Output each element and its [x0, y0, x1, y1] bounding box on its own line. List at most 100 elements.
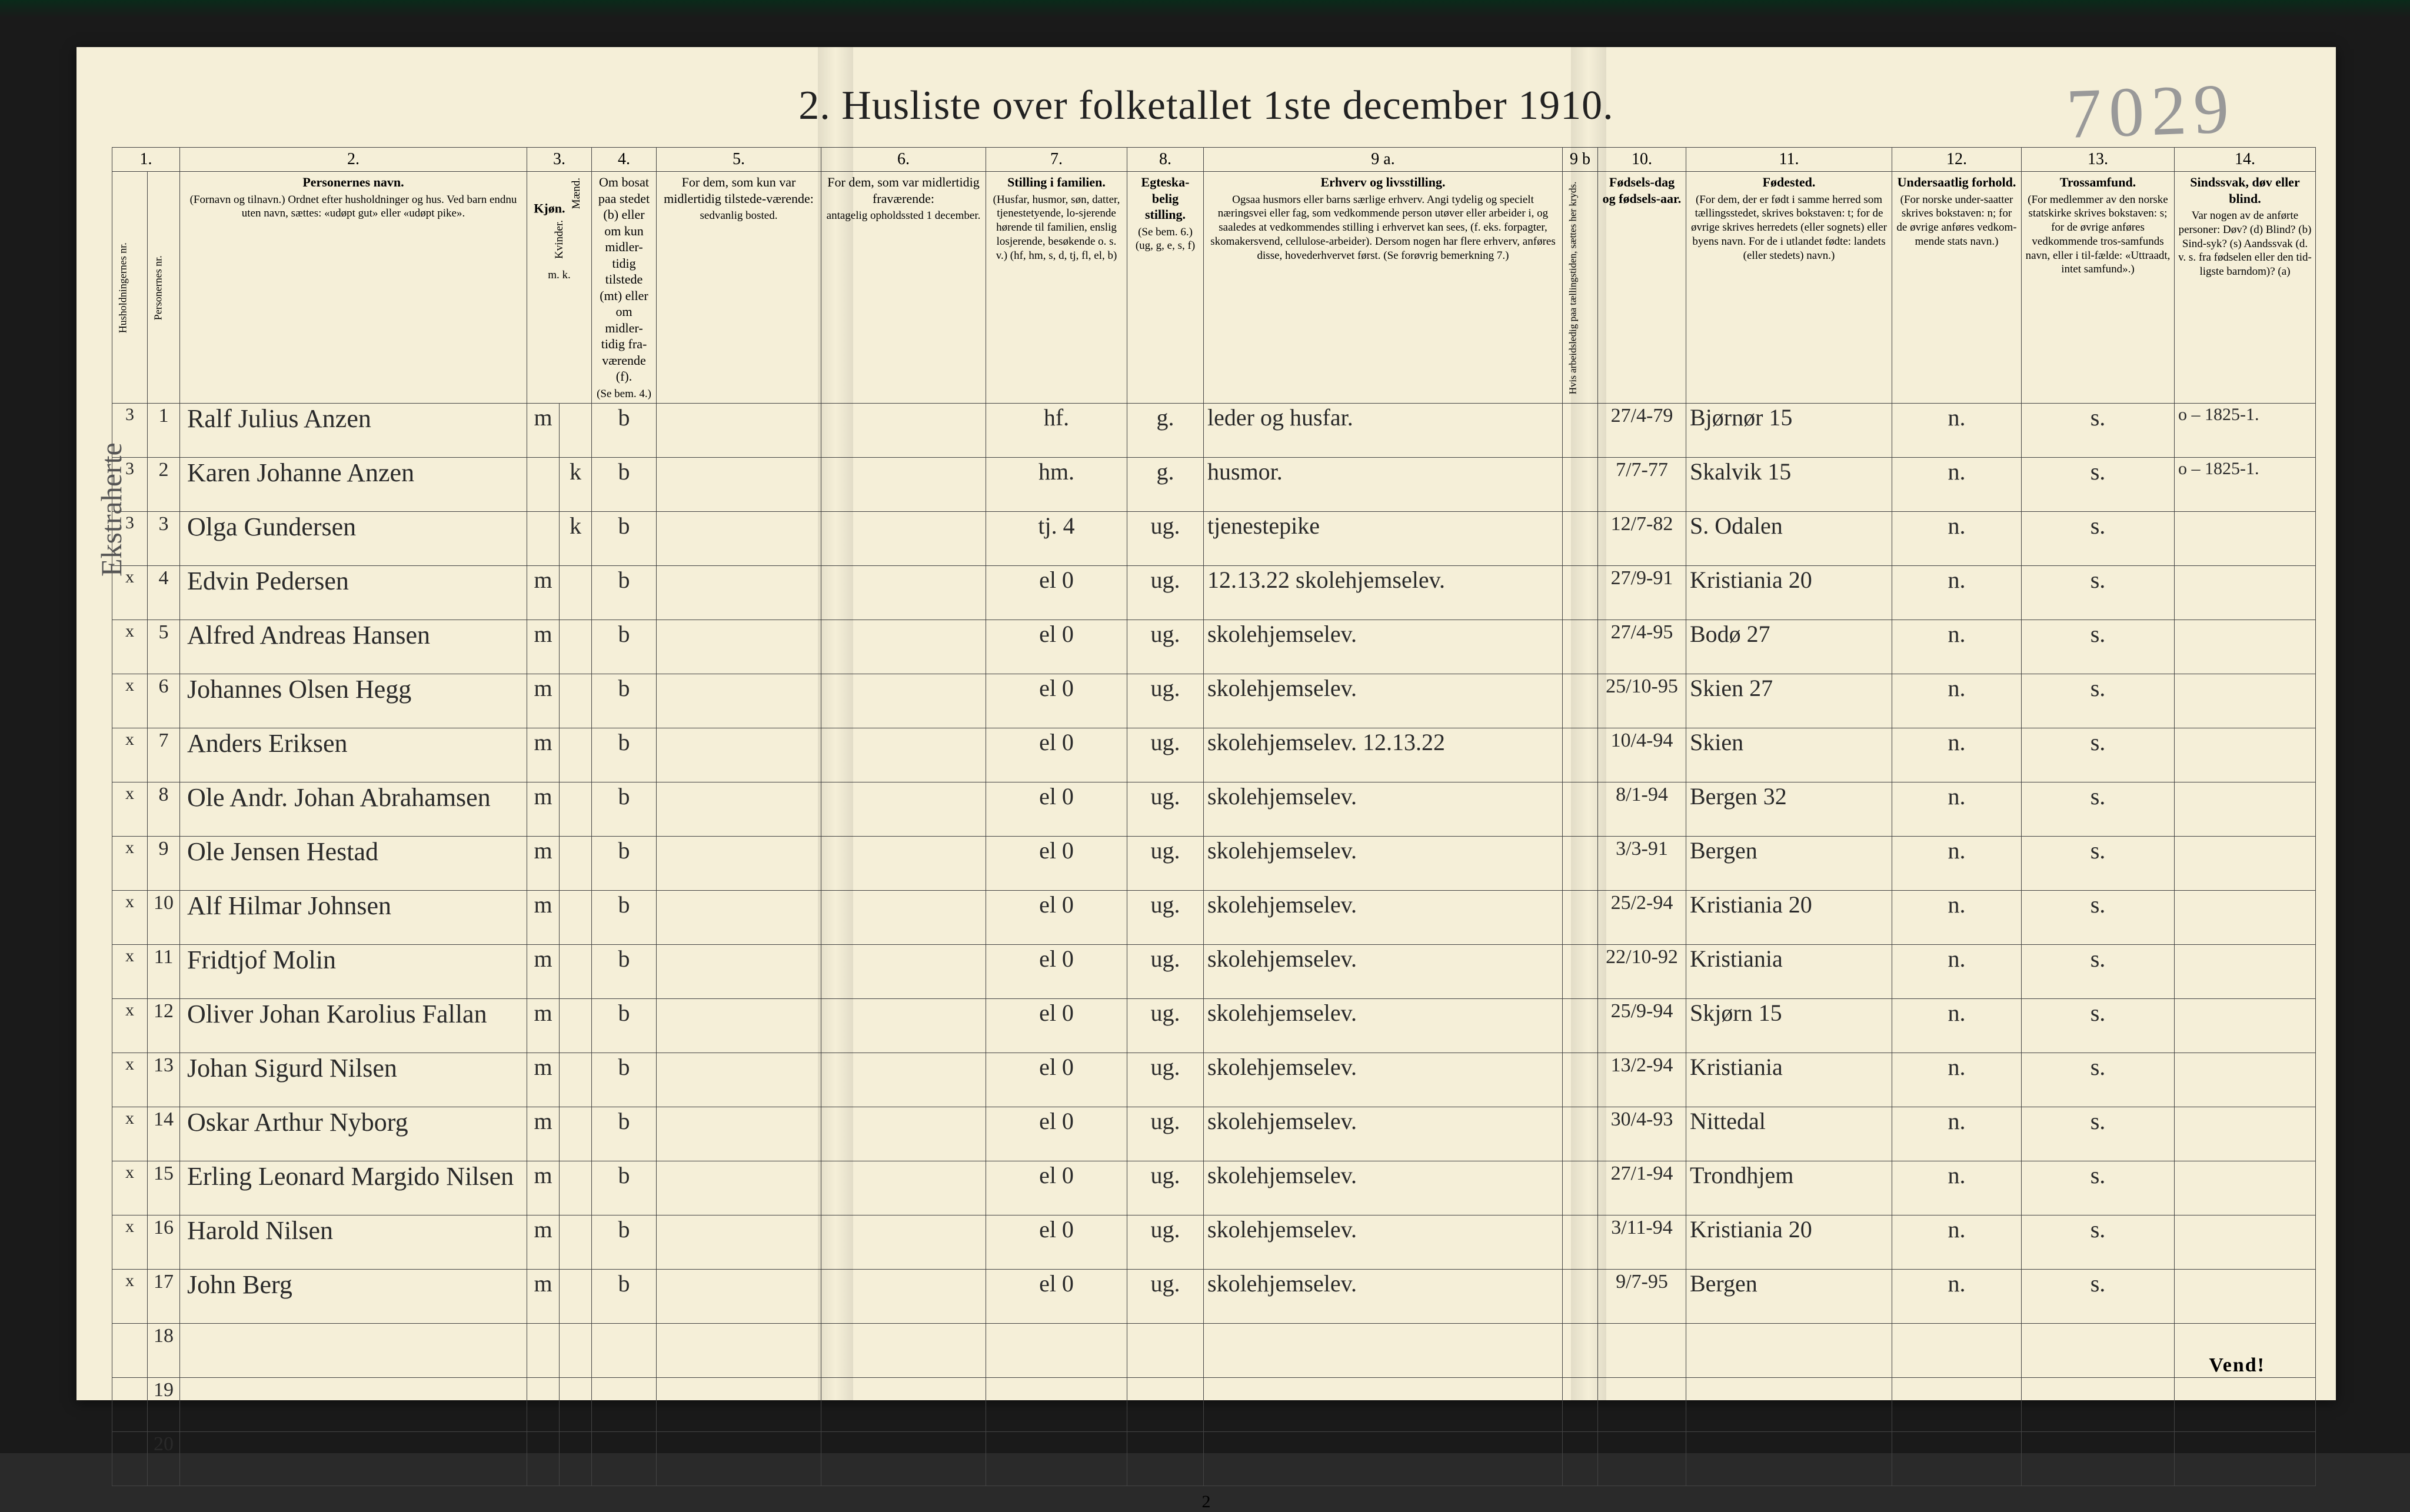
- cell-temp-present: [657, 566, 821, 620]
- cell-sex-k: [560, 1053, 592, 1107]
- table-row: x6Johannes Olsen Heggmbel 0ug.skolehjems…: [112, 674, 2316, 728]
- cell-fam: el 0: [986, 620, 1127, 674]
- cell-empty: [986, 1378, 1127, 1432]
- hdr-sex-m: Mænd.: [570, 178, 584, 209]
- cell-empty: [1563, 1378, 1598, 1432]
- cell-fam: el 0: [986, 1161, 1127, 1215]
- header-row: Husholdningernes nr. Personernes nr. Per…: [112, 172, 2316, 404]
- hdr-name: Personernes navn. (Fornavn og tilnavn.) …: [180, 172, 527, 404]
- cell-temp-present: [657, 674, 821, 728]
- cell-fam: el 0: [986, 999, 1127, 1053]
- cell-fam: el 0: [986, 566, 1127, 620]
- cell-nat: n.: [1892, 782, 2022, 837]
- cell-unemp: [1563, 782, 1598, 837]
- cell-temp-present: [657, 945, 821, 999]
- cell-dob: 7/7-77: [1598, 458, 1686, 512]
- cell-rel: s.: [2022, 837, 2175, 891]
- cell-empty: [1563, 1324, 1598, 1378]
- cell-empty: [821, 1432, 986, 1486]
- cell-temp-present: [657, 999, 821, 1053]
- cell-nat: n.: [1892, 945, 2022, 999]
- cell-fam: el 0: [986, 1107, 1127, 1161]
- cell-name: Oliver Johan Karolius Fallan: [180, 999, 527, 1053]
- cell-name: Fridtjof Molin: [180, 945, 527, 999]
- cell-sex-m: [527, 458, 560, 512]
- cell-pn: 4: [148, 566, 180, 620]
- page-title: 2. Husliste over folketallet 1ste decemb…: [76, 47, 2336, 129]
- cell-unemp: [1563, 891, 1598, 945]
- cell-empty: [1598, 1432, 1686, 1486]
- cell-temp-absent: [821, 1270, 986, 1324]
- column-number-row: 1. 2. 3. 4. 5. 6. 7. 8. 9 a. 9 b 10. 11.…: [112, 148, 2316, 172]
- cell-sex-k: [560, 782, 592, 837]
- cell-dob: 27/4-95: [1598, 620, 1686, 674]
- cell-hh: x: [112, 1161, 148, 1215]
- vend-label: Vend!: [2209, 1354, 2265, 1377]
- cell-marr: ug.: [1127, 891, 1204, 945]
- page-wrap: 7029 2. Husliste over folketallet 1ste d…: [0, 0, 2410, 1453]
- cell-sex-m: m: [527, 566, 560, 620]
- cell-sex-m: m: [527, 404, 560, 458]
- cell-pn: 5: [148, 620, 180, 674]
- cell-temp-absent: [821, 404, 986, 458]
- cell-res: b: [592, 1107, 657, 1161]
- cell-empty: [1204, 1432, 1563, 1486]
- cell-marr: ug.: [1127, 1215, 1204, 1270]
- cell-dob: 10/4-94: [1598, 728, 1686, 782]
- cell-empty: [560, 1432, 592, 1486]
- cell-unemp: [1563, 728, 1598, 782]
- cell-sex-k: [560, 945, 592, 999]
- hdr-religion: Trossamfund. (For medlemmer av den norsk…: [2022, 172, 2175, 404]
- hdr-name-title: Personernes navn.: [302, 175, 404, 189]
- cell-unemp: [1563, 1215, 1598, 1270]
- cell-rel: s.: [2022, 945, 2175, 999]
- cell-birthplace: Skjørn 15: [1686, 999, 1892, 1053]
- cell-sex-m: m: [527, 1161, 560, 1215]
- cell-unemp: [1563, 404, 1598, 458]
- cell-unemp: [1563, 999, 1598, 1053]
- cell-birthplace: Skien: [1686, 728, 1892, 782]
- cell-temp-absent: [821, 999, 986, 1053]
- cell-empty: [592, 1324, 657, 1378]
- cell-pn: 2: [148, 458, 180, 512]
- cell-note: [2175, 1270, 2316, 1324]
- table-row: x14Oskar Arthur Nyborgmbel 0ug.skolehjem…: [112, 1107, 2316, 1161]
- cell-empty: [1892, 1378, 2022, 1432]
- cell-occ: skolehjemselev.: [1204, 1107, 1563, 1161]
- cell-birthplace: Kristiania 20: [1686, 891, 1892, 945]
- cell-temp-absent: [821, 782, 986, 837]
- cell-res: b: [592, 458, 657, 512]
- cell-rel: s.: [2022, 1270, 2175, 1324]
- cell-sex-k: [560, 404, 592, 458]
- cell-name: Erling Leonard Margido Nilsen: [180, 1161, 527, 1215]
- cell-occ: 12.13.22 skolehjemselev.: [1204, 566, 1563, 620]
- table-row: x16Harold Nilsenmbel 0ug.skolehjemselev.…: [112, 1215, 2316, 1270]
- cell-temp-absent: [821, 837, 986, 891]
- cell-sex-m: m: [527, 1215, 560, 1270]
- cell-name: Anders Eriksen: [180, 728, 527, 782]
- cell-hh: x: [112, 945, 148, 999]
- cell-hh: x: [112, 728, 148, 782]
- cell-occ: skolehjemselev.: [1204, 1053, 1563, 1107]
- cell-fam: hf.: [986, 404, 1127, 458]
- census-body: 31Ralf Julius Anzenmbhf.g.leder og husfa…: [112, 404, 2316, 1486]
- cell-fam: el 0: [986, 782, 1127, 837]
- cell-temp-absent: [821, 1107, 986, 1161]
- cell-note: [2175, 891, 2316, 945]
- cell-marr: ug.: [1127, 837, 1204, 891]
- cell-note: [2175, 674, 2316, 728]
- cell-occ: leder og husfar.: [1204, 404, 1563, 458]
- cell-note: [2175, 620, 2316, 674]
- cell-rel: s.: [2022, 782, 2175, 837]
- cell-pn: 17: [148, 1270, 180, 1324]
- cell-unemp: [1563, 1107, 1598, 1161]
- cell-res: b: [592, 1161, 657, 1215]
- cell-occ: tjenestepike: [1204, 512, 1563, 566]
- cell-sex-m: m: [527, 1270, 560, 1324]
- table-row: x12Oliver Johan Karolius Fallanmbel 0ug.…: [112, 999, 2316, 1053]
- cell-pn: 18: [148, 1324, 180, 1378]
- table-row: x15Erling Leonard Margido Nilsenmbel 0ug…: [112, 1161, 2316, 1215]
- cell-nat: n.: [1892, 999, 2022, 1053]
- cell-hh: x: [112, 1215, 148, 1270]
- cell-sex-k: k: [560, 458, 592, 512]
